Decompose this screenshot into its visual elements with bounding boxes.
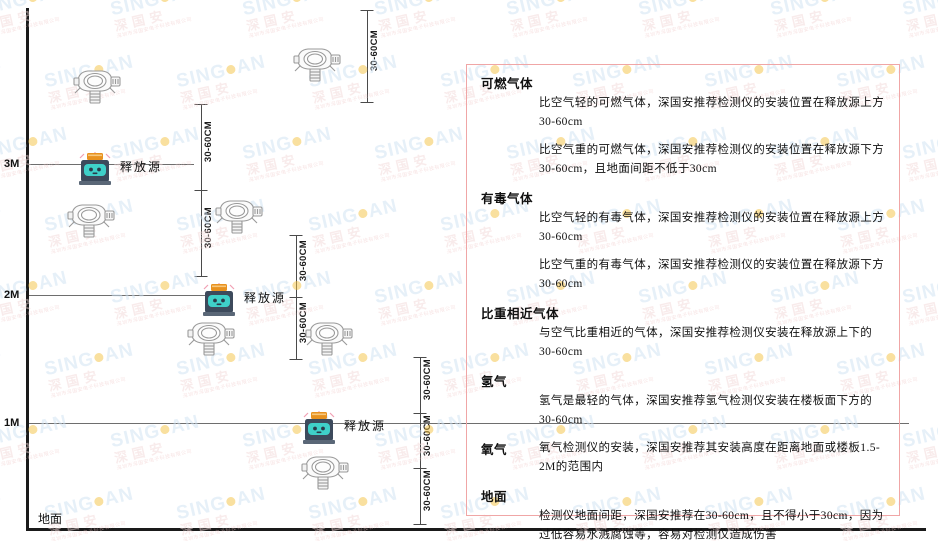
panel-section: 比重相近气体与空气比重相近的气体，深国安推荐检测仪安装在释放源上下的30-60c…: [481, 303, 885, 362]
dimension-column: 30-60CM 30-60CM: [281, 235, 311, 360]
dimension-tick: [289, 297, 303, 298]
gas-detector-icon: [210, 196, 266, 241]
panel-section-heading: 地面: [481, 489, 508, 504]
gas-detector-icon: [296, 452, 352, 497]
dimension-tick: [360, 102, 374, 103]
panel-section-text: 氢气是最轻的气体，深国安推荐氢气检测仪安装在楼板面下方的30-60cm: [539, 394, 873, 426]
height-reference-line: [29, 295, 209, 296]
panel-section: 氧气 氧气检测仪的安装，深国安推荐其安装高度在距离地面或楼板1.5-2M的范围内: [481, 439, 885, 477]
panel-section-text: 比空气重的有毒气体，深国安推荐检测仪的安装位置在释放源下方30-60cm: [539, 258, 885, 290]
dimension-tick: [194, 104, 208, 105]
dimension-tick: [360, 10, 374, 11]
dimension-label: 30-60CM: [369, 30, 380, 72]
recommendation-panel: 可燃气体 比空气轻的可燃气体，深国安推荐检测仪的安装位置在释放源上方30-60cm…: [466, 64, 900, 541]
axis-label-3m: 3M: [4, 158, 20, 170]
panel-section-heading: 比重相近气体: [481, 306, 560, 321]
gas-detector-icon: [68, 66, 124, 111]
dimension-tick: [413, 524, 427, 525]
panel-section-heading: 氢气: [481, 374, 508, 389]
axis-label-1m: 1M: [4, 417, 20, 429]
dimension-label: 30-60CM: [422, 358, 433, 400]
panel-section-text: 与空气比重相近的气体，深国安推荐检测仪安装在释放源上下的30-60cm: [539, 326, 873, 358]
panel-section-text: 比空气轻的可燃气体，深国安推荐检测仪的安装位置在释放源上方30-60cm: [539, 97, 885, 128]
release-source-label: 释放源: [244, 291, 287, 305]
dimension-label: 30-60CM: [298, 240, 309, 282]
release-source-icon: [76, 150, 114, 191]
panel-section-text: 检测仪地面间距，深国安推荐在30-60cm，且不得小于30cm，因为过低容易水溅…: [539, 509, 884, 541]
dimension-tick: [413, 412, 427, 414]
dimension-label: 30-60CM: [203, 121, 214, 163]
panel-section-heading: 有毒气体: [481, 191, 534, 206]
release-source-icon: [300, 409, 338, 450]
dimension-tick: [194, 190, 208, 191]
gas-detector-icon: [288, 44, 344, 89]
axis-label-2m: 2M: [4, 289, 20, 301]
panel-section: 氢气氢气是最轻的气体，深国安推荐氢气检测仪安装在楼板面下方的30-60cm: [481, 371, 885, 430]
panel-section: 地面检测仪地面间距，深国安推荐在30-60cm，且不得小于30cm，因为过低容易…: [481, 486, 885, 541]
dimension-tick: [289, 235, 303, 236]
ground-label: 地面: [38, 512, 63, 526]
panel-section-text: 氧气检测仪的安装，深国安推荐其安装高度在距离地面或楼板1.5-2M的范围内: [539, 441, 881, 473]
height-reference-line: [29, 423, 909, 424]
dimension-column: 30-60CM 30-60CM: [186, 104, 216, 277]
panel-section-text: 比空气轻的有毒气体，深国安推荐检测仪的安装位置在释放源上方30-60cm: [539, 211, 885, 243]
dimension-stem: [420, 357, 421, 524]
gas-detector-icon: [62, 200, 118, 245]
dimension-column: 30-60CM 30-60CM 30-60CM: [405, 357, 435, 525]
dimension-label: 30-60CM: [422, 470, 433, 512]
release-source-label: 释放源: [344, 419, 387, 433]
dimension-column: 30-60CM: [352, 10, 382, 103]
panel-section-heading: 氧气: [481, 442, 508, 457]
dimension-tick: [289, 359, 303, 360]
dimension-label: 30-60CM: [422, 414, 433, 456]
dimension-stem: [367, 10, 368, 102]
panel-section: 可燃气体 比空气轻的可燃气体，深国安推荐检测仪的安装位置在释放源上方30-60cm…: [481, 73, 885, 179]
dimension-tick: [413, 468, 427, 470]
dimension-tick: [194, 276, 208, 277]
panel-section-text: 比空气重的可燃气体，深国安推荐检测仪的安装位置在释放源下方30-60cm，且地面…: [539, 143, 885, 175]
release-source-label: 释放源: [120, 160, 163, 174]
gas-detector-icon: [182, 318, 238, 363]
gas-detector-icon: [300, 318, 356, 363]
panel-section-heading: 可燃气体: [481, 77, 534, 91]
panel-section: 有毒气体 比空气轻的有毒气体，深国安推荐检测仪的安装位置在释放源上方30-60cm…: [481, 188, 885, 294]
dimension-tick: [413, 357, 427, 358]
height-reference-line: [29, 164, 194, 165]
chart-frame: [26, 8, 926, 531]
release-source-icon: [200, 281, 238, 322]
